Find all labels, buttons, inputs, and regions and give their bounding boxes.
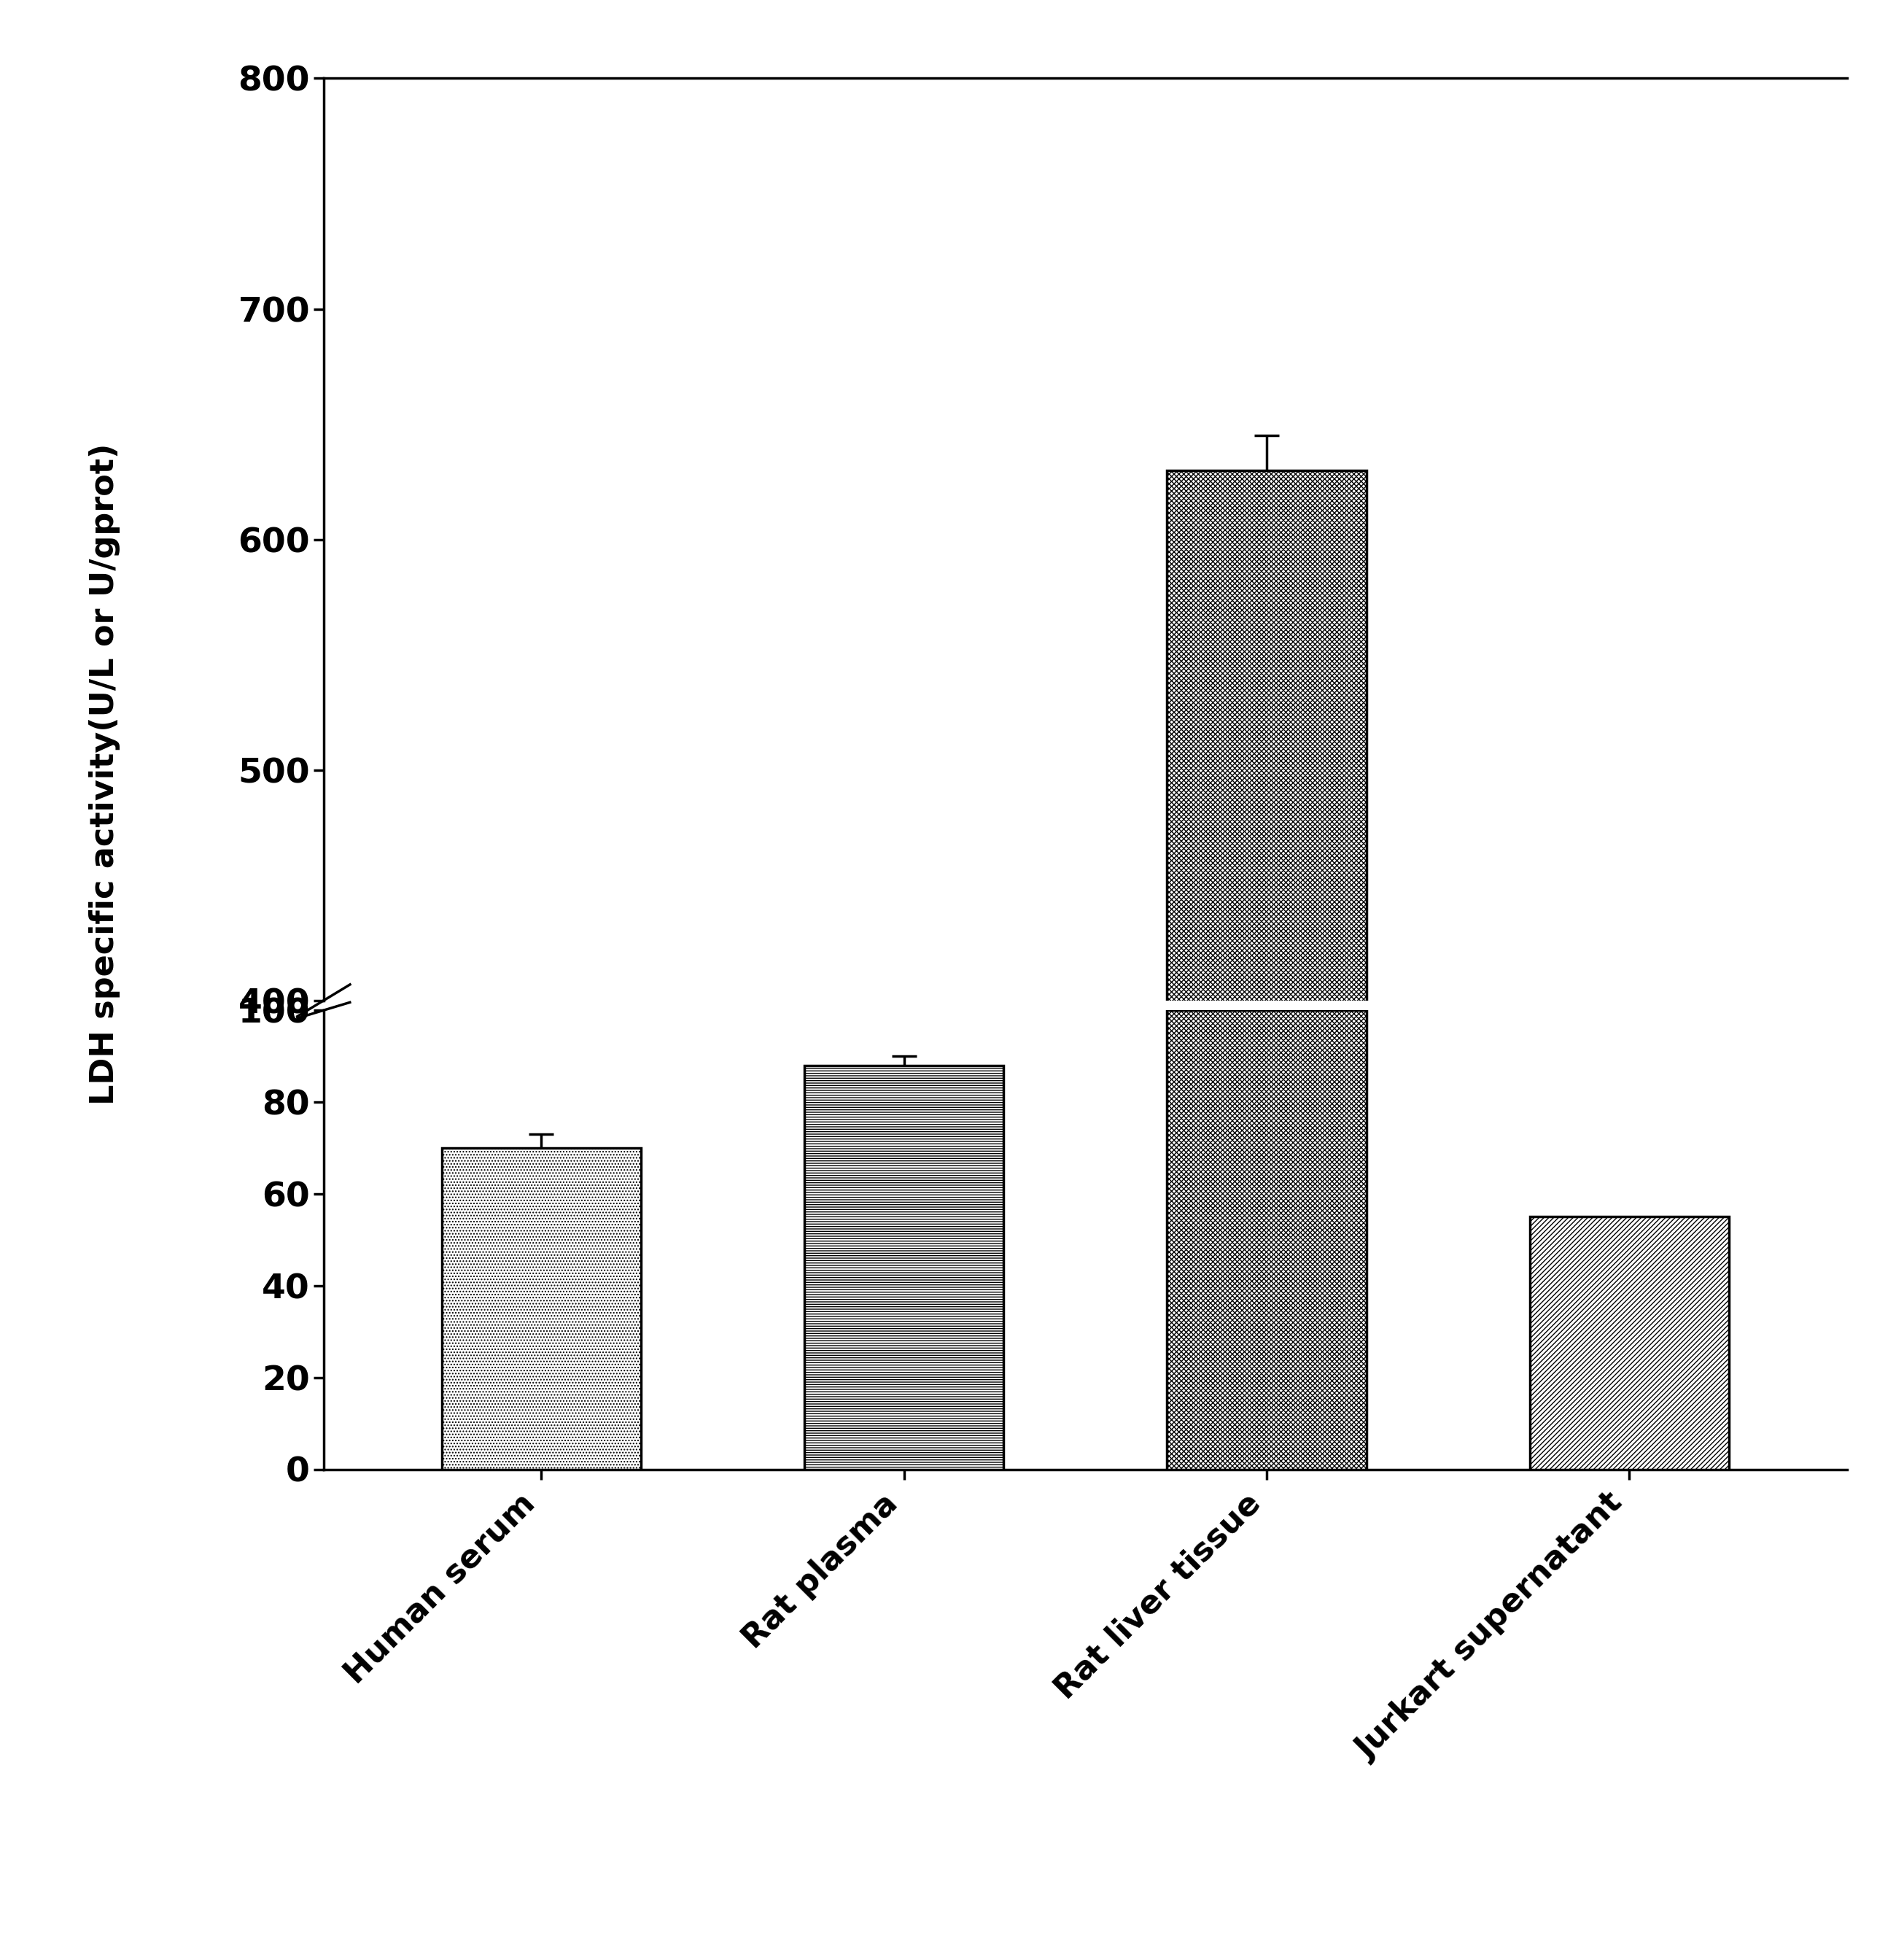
Text: LDH specific activity(U/L or U/gprot): LDH specific activity(U/L or U/gprot) <box>89 443 120 1105</box>
Bar <box>1529 1217 1729 1469</box>
Bar <box>442 1148 642 1469</box>
Bar <box>1167 1011 1367 1469</box>
Bar <box>803 1066 1003 1469</box>
Bar <box>1167 470 1367 1922</box>
